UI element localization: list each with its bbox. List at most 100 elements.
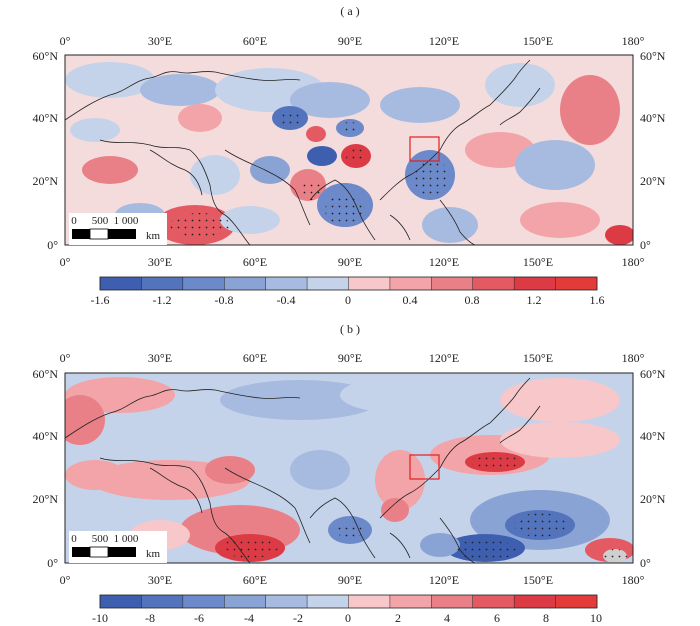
lon-tick: 30°E (148, 255, 172, 269)
panel-b-lon-ticks-top: 0° 30°E 60°E 90°E 120°E 150°E 180° (60, 351, 645, 365)
colorbar-tick: -0.8 (215, 293, 234, 307)
panel-b-scale-bar: 0 500 1 000 km (69, 531, 167, 563)
lon-tick: 90°E (338, 573, 362, 587)
lat-tick: 60°N (33, 367, 59, 381)
lon-tick: 0° (60, 351, 71, 365)
panel-a-scale-bar: 0 500 1 000 km (69, 213, 167, 245)
colorbar-swatch (555, 277, 598, 290)
colorbar-tick: 8 (543, 611, 549, 625)
colorbar-swatch (348, 595, 391, 608)
colorbar-swatch (265, 595, 308, 608)
panel-a-lon-ticks-bottom: 0° 30°E 60°E 90°E 120°E 150°E 180° (60, 255, 645, 269)
lon-tick: 120°E (429, 573, 459, 587)
colorbar-tick: 0.8 (465, 293, 480, 307)
lon-tick: 90°E (338, 34, 362, 48)
lat-tick: 0° (640, 238, 651, 252)
colorbar-swatch (182, 595, 225, 608)
lon-tick: 60°E (243, 34, 267, 48)
panel-b-map (65, 373, 633, 563)
lat-tick: 40°N (640, 111, 666, 125)
colorbar-swatch (265, 277, 308, 290)
scale-unit: km (146, 230, 161, 242)
panel-b-lat-ticks-left: 60°N 40°N 20°N 0° (33, 367, 59, 570)
lon-tick: 120°E (429, 351, 459, 365)
panel-b-label: ( b ) (340, 322, 360, 336)
scale-label: 0 (71, 215, 77, 227)
colorbar-swatch (182, 277, 225, 290)
colorbar-swatch (389, 595, 432, 608)
colorbar-tick: -2 (293, 611, 303, 625)
lat-tick: 20°N (640, 174, 666, 188)
scale-unit: km (146, 548, 161, 560)
lon-tick: 90°E (338, 255, 362, 269)
panel-a-lon-ticks-top: 0° 30°E 60°E 90°E 120°E 150°E 180° (60, 34, 645, 48)
lon-tick: 180° (622, 573, 645, 587)
panel-a-lat-ticks-right: 60°N 40°N 20°N 0° (640, 49, 666, 252)
colorbar-tick: -1.2 (153, 293, 172, 307)
colorbar-swatch (100, 277, 142, 290)
colorbar-swatch (224, 595, 266, 608)
colorbar-tick: 10 (590, 611, 602, 625)
colorbar-tick: -8 (145, 611, 155, 625)
lat-tick: 40°N (640, 429, 666, 443)
colorbar-swatch (431, 595, 474, 608)
lat-tick: 20°N (640, 492, 666, 506)
colorbar-tick: -10 (92, 611, 108, 625)
lat-tick: 0° (47, 556, 58, 570)
lon-tick: 120°E (429, 255, 459, 269)
colorbar-swatch (348, 277, 391, 290)
colorbar-swatch (472, 595, 515, 608)
colorbar-tick: -1.6 (91, 293, 110, 307)
colorbar-tick: 6 (494, 611, 500, 625)
lon-tick: 180° (622, 255, 645, 269)
lon-tick: 30°E (148, 34, 172, 48)
colorbar-swatch (224, 277, 266, 290)
panel-b: ( b ) (33, 322, 666, 625)
panel-a: ( a ) (33, 4, 666, 307)
lat-tick: 0° (47, 238, 58, 252)
colorbar-tick: -4 (244, 611, 254, 625)
colorbar-swatch (472, 277, 515, 290)
lon-tick: 30°E (148, 351, 172, 365)
lon-tick: 0° (60, 34, 71, 48)
lat-tick: 0° (640, 556, 651, 570)
colorbar-swatch (514, 277, 556, 290)
lat-tick: 60°N (640, 367, 666, 381)
lon-tick: 180° (622, 351, 645, 365)
colorbar-swatch (141, 277, 184, 290)
colorbar-tick: -0.4 (277, 293, 296, 307)
lat-tick: 40°N (33, 111, 59, 125)
panel-a-highlight-box (409, 136, 440, 162)
scale-label: 1 000 (114, 215, 139, 227)
lon-tick: 60°E (243, 351, 267, 365)
scale-label: 1 000 (114, 533, 139, 545)
colorbar-tick: 4 (444, 611, 450, 625)
colorbar-swatches (99, 277, 598, 290)
colorbar-tick: 0 (345, 293, 351, 307)
colorbar-swatch (141, 595, 184, 608)
colorbar-tick: 0.4 (403, 293, 418, 307)
lat-tick: 40°N (33, 429, 59, 443)
lon-tick: 60°E (243, 573, 267, 587)
lon-tick: 180° (622, 34, 645, 48)
colorbar-swatches (99, 595, 598, 608)
lon-tick: 30°E (148, 573, 172, 587)
colorbar-swatch (555, 595, 598, 608)
colorbar-tick: 2 (395, 611, 401, 625)
colorbar-tick: 1.6 (590, 293, 605, 307)
lon-tick: 120°E (429, 34, 459, 48)
lon-tick: 0° (60, 573, 71, 587)
panel-a-label: ( a ) (340, 4, 359, 18)
colorbar-tick: 1.2 (527, 293, 542, 307)
colorbar-tick: 0 (345, 611, 351, 625)
panel-a-colorbar: -1.6 -1.2 -0.8 -0.4 0 0.4 0.8 1.2 1.6 (91, 276, 605, 307)
panel-b-lat-ticks-right: 60°N 40°N 20°N 0° (640, 367, 666, 570)
scale-label: 500 (92, 215, 109, 227)
lon-tick: 90°E (338, 351, 362, 365)
lon-tick: 150°E (523, 351, 553, 365)
panel-b-highlight-box (409, 454, 440, 480)
lon-tick: 0° (60, 255, 71, 269)
scale-label: 500 (92, 533, 109, 545)
colorbar-swatch (100, 595, 142, 608)
